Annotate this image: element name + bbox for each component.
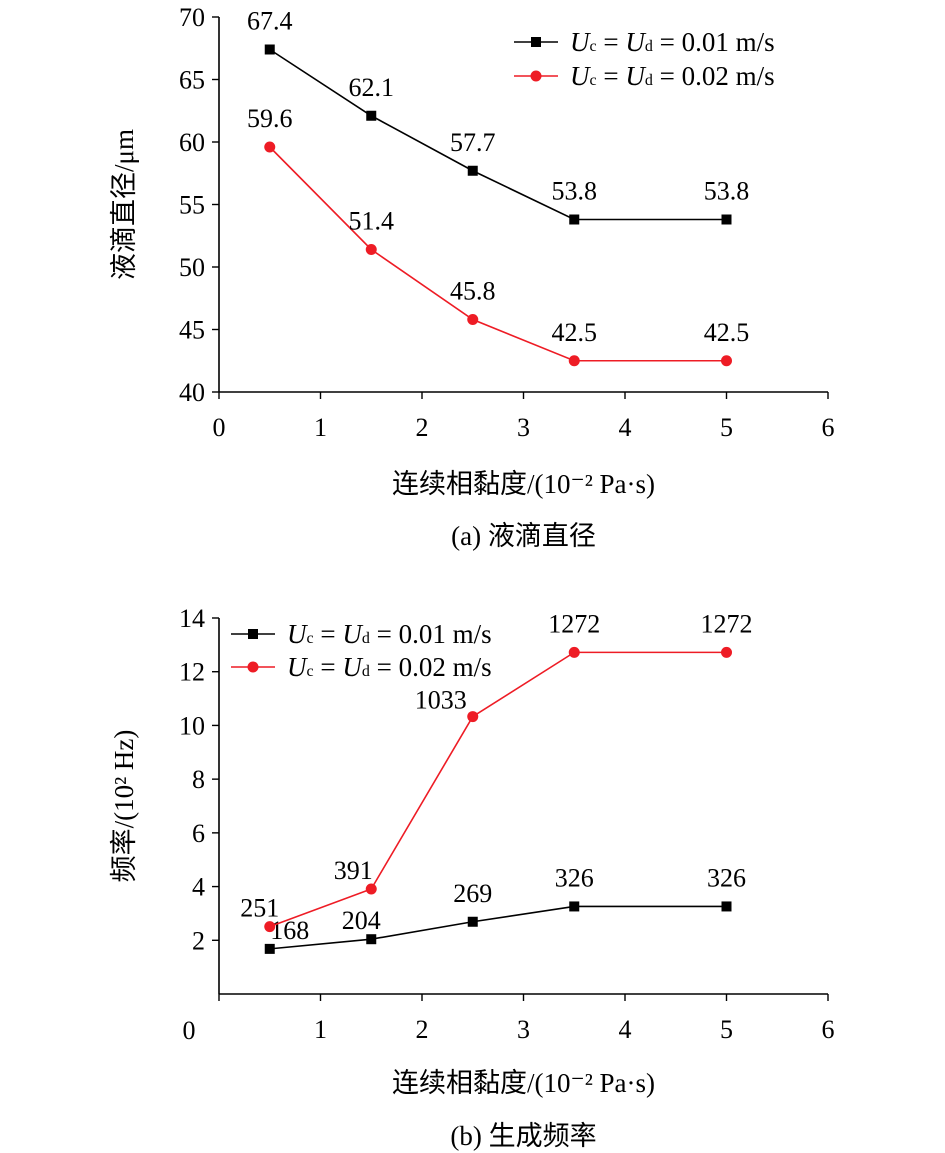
x-axis-title: 连续相黏度/(10⁻² Pa·s) <box>392 469 655 499</box>
data-point-s2 <box>467 314 479 325</box>
chart-caption: (b) 生成频率 <box>450 1121 596 1151</box>
data-label-s2: 1272 <box>548 609 600 638</box>
data-point-s1 <box>366 934 377 945</box>
chart-caption: (a) 液滴直径 <box>451 521 596 551</box>
x-tick-label: 3 <box>517 413 530 442</box>
data-point-s2 <box>467 711 479 723</box>
data-point-s2 <box>721 646 732 658</box>
data-point-s1 <box>569 214 580 225</box>
data-label-s1: 57.7 <box>450 128 496 157</box>
x-tick-label: 4 <box>619 413 632 442</box>
x-tick-label: 1 <box>314 413 327 442</box>
data-label-s1: 326 <box>555 863 594 892</box>
data-point-s2 <box>568 646 580 658</box>
y-axis-title: 频率/(10² Hz) <box>109 730 139 883</box>
y-tick-label: 14 <box>179 604 205 633</box>
legend-label-s1: Uc = Ud = 0.01 m/s <box>287 619 492 649</box>
data-point-s2 <box>365 244 377 255</box>
x-axis-title: 连续相黏度/(10⁻² Pa·s) <box>392 1068 655 1098</box>
data-label-s1: 269 <box>453 879 492 908</box>
y-tick-label: 45 <box>179 316 205 345</box>
legend-marker-s1 <box>248 629 258 639</box>
y-tick-label: 2 <box>192 926 205 955</box>
data-label-s2: 251 <box>240 894 279 923</box>
y-tick-label: 6 <box>192 819 205 848</box>
data-label-s1: 326 <box>707 863 746 892</box>
y-tick-label: 40 <box>179 378 205 407</box>
y-tick-label: 60 <box>179 128 205 157</box>
x-tick-label: 4 <box>619 1015 632 1044</box>
data-point-s1 <box>721 901 732 912</box>
x-tick-label: 6 <box>822 413 835 442</box>
y-tick-label: 55 <box>179 191 205 220</box>
data-label-s2: 51.4 <box>349 207 395 236</box>
series-line-s2 <box>269 146 727 362</box>
series-line-s2 <box>269 651 727 928</box>
legend-label-s2: Uc = Ud = 0.02 m/s <box>570 61 775 91</box>
data-label-s2: 1033 <box>415 686 467 715</box>
data-point-s1 <box>721 214 732 225</box>
y-tick-label: 10 <box>179 711 205 740</box>
y-tick-label: 12 <box>179 658 205 687</box>
x-tick-label: 6 <box>822 1015 835 1044</box>
x-tick-label: 3 <box>517 1015 530 1044</box>
data-label-s2: 45.8 <box>450 277 496 306</box>
legend-marker-s2 <box>530 70 542 82</box>
data-point-s1 <box>467 916 478 927</box>
data-point-s2 <box>264 141 276 153</box>
legend-label-s1: Uc = Ud = 0.01 m/s <box>570 27 775 57</box>
x-tick-label: 2 <box>416 413 429 442</box>
y-tick-label: 8 <box>192 765 205 794</box>
data-label-s2: 1272 <box>701 609 753 638</box>
x-tick-label: 5 <box>720 1015 733 1044</box>
y-tick-label: 65 <box>179 66 205 95</box>
legend-label-s2: Uc = Ud = 0.02 m/s <box>287 652 492 682</box>
data-point-s2 <box>264 921 276 933</box>
legend-marker-s2 <box>247 661 259 673</box>
data-point-s1 <box>569 901 580 912</box>
data-point-s2 <box>721 355 732 367</box>
data-label-s2: 59.6 <box>247 104 293 133</box>
data-label-s2: 42.5 <box>552 318 598 347</box>
x-tick-label: 5 <box>720 413 733 442</box>
origin-tick-label: 0 <box>183 1016 196 1045</box>
x-tick-label: 1 <box>314 1015 327 1044</box>
y-tick-label: 4 <box>192 873 205 902</box>
data-label-s1: 204 <box>342 906 381 935</box>
data-point-s1 <box>366 110 377 121</box>
legend-marker-s1 <box>531 37 541 47</box>
y-tick-label: 70 <box>179 3 205 32</box>
x-tick-label: 2 <box>416 1015 429 1044</box>
data-label-s2: 391 <box>334 856 373 885</box>
data-label-s2: 42.5 <box>704 318 750 347</box>
y-tick-label: 50 <box>179 253 205 282</box>
data-point-s2 <box>568 355 580 367</box>
data-label-s1: 62.1 <box>349 73 395 102</box>
data-point-s2 <box>365 883 377 895</box>
data-point-s1 <box>467 165 478 176</box>
series-line-s1 <box>269 905 727 950</box>
data-label-s1: 53.8 <box>704 177 750 206</box>
data-label-s1: 168 <box>270 916 309 945</box>
y-axis-title: 液滴直径/μm <box>109 129 139 280</box>
data-point-s1 <box>264 943 275 954</box>
data-point-s1 <box>264 44 275 55</box>
x-tick-label: 0 <box>213 413 226 442</box>
data-label-s1: 67.4 <box>247 7 293 36</box>
data-label-s1: 53.8 <box>552 177 598 206</box>
